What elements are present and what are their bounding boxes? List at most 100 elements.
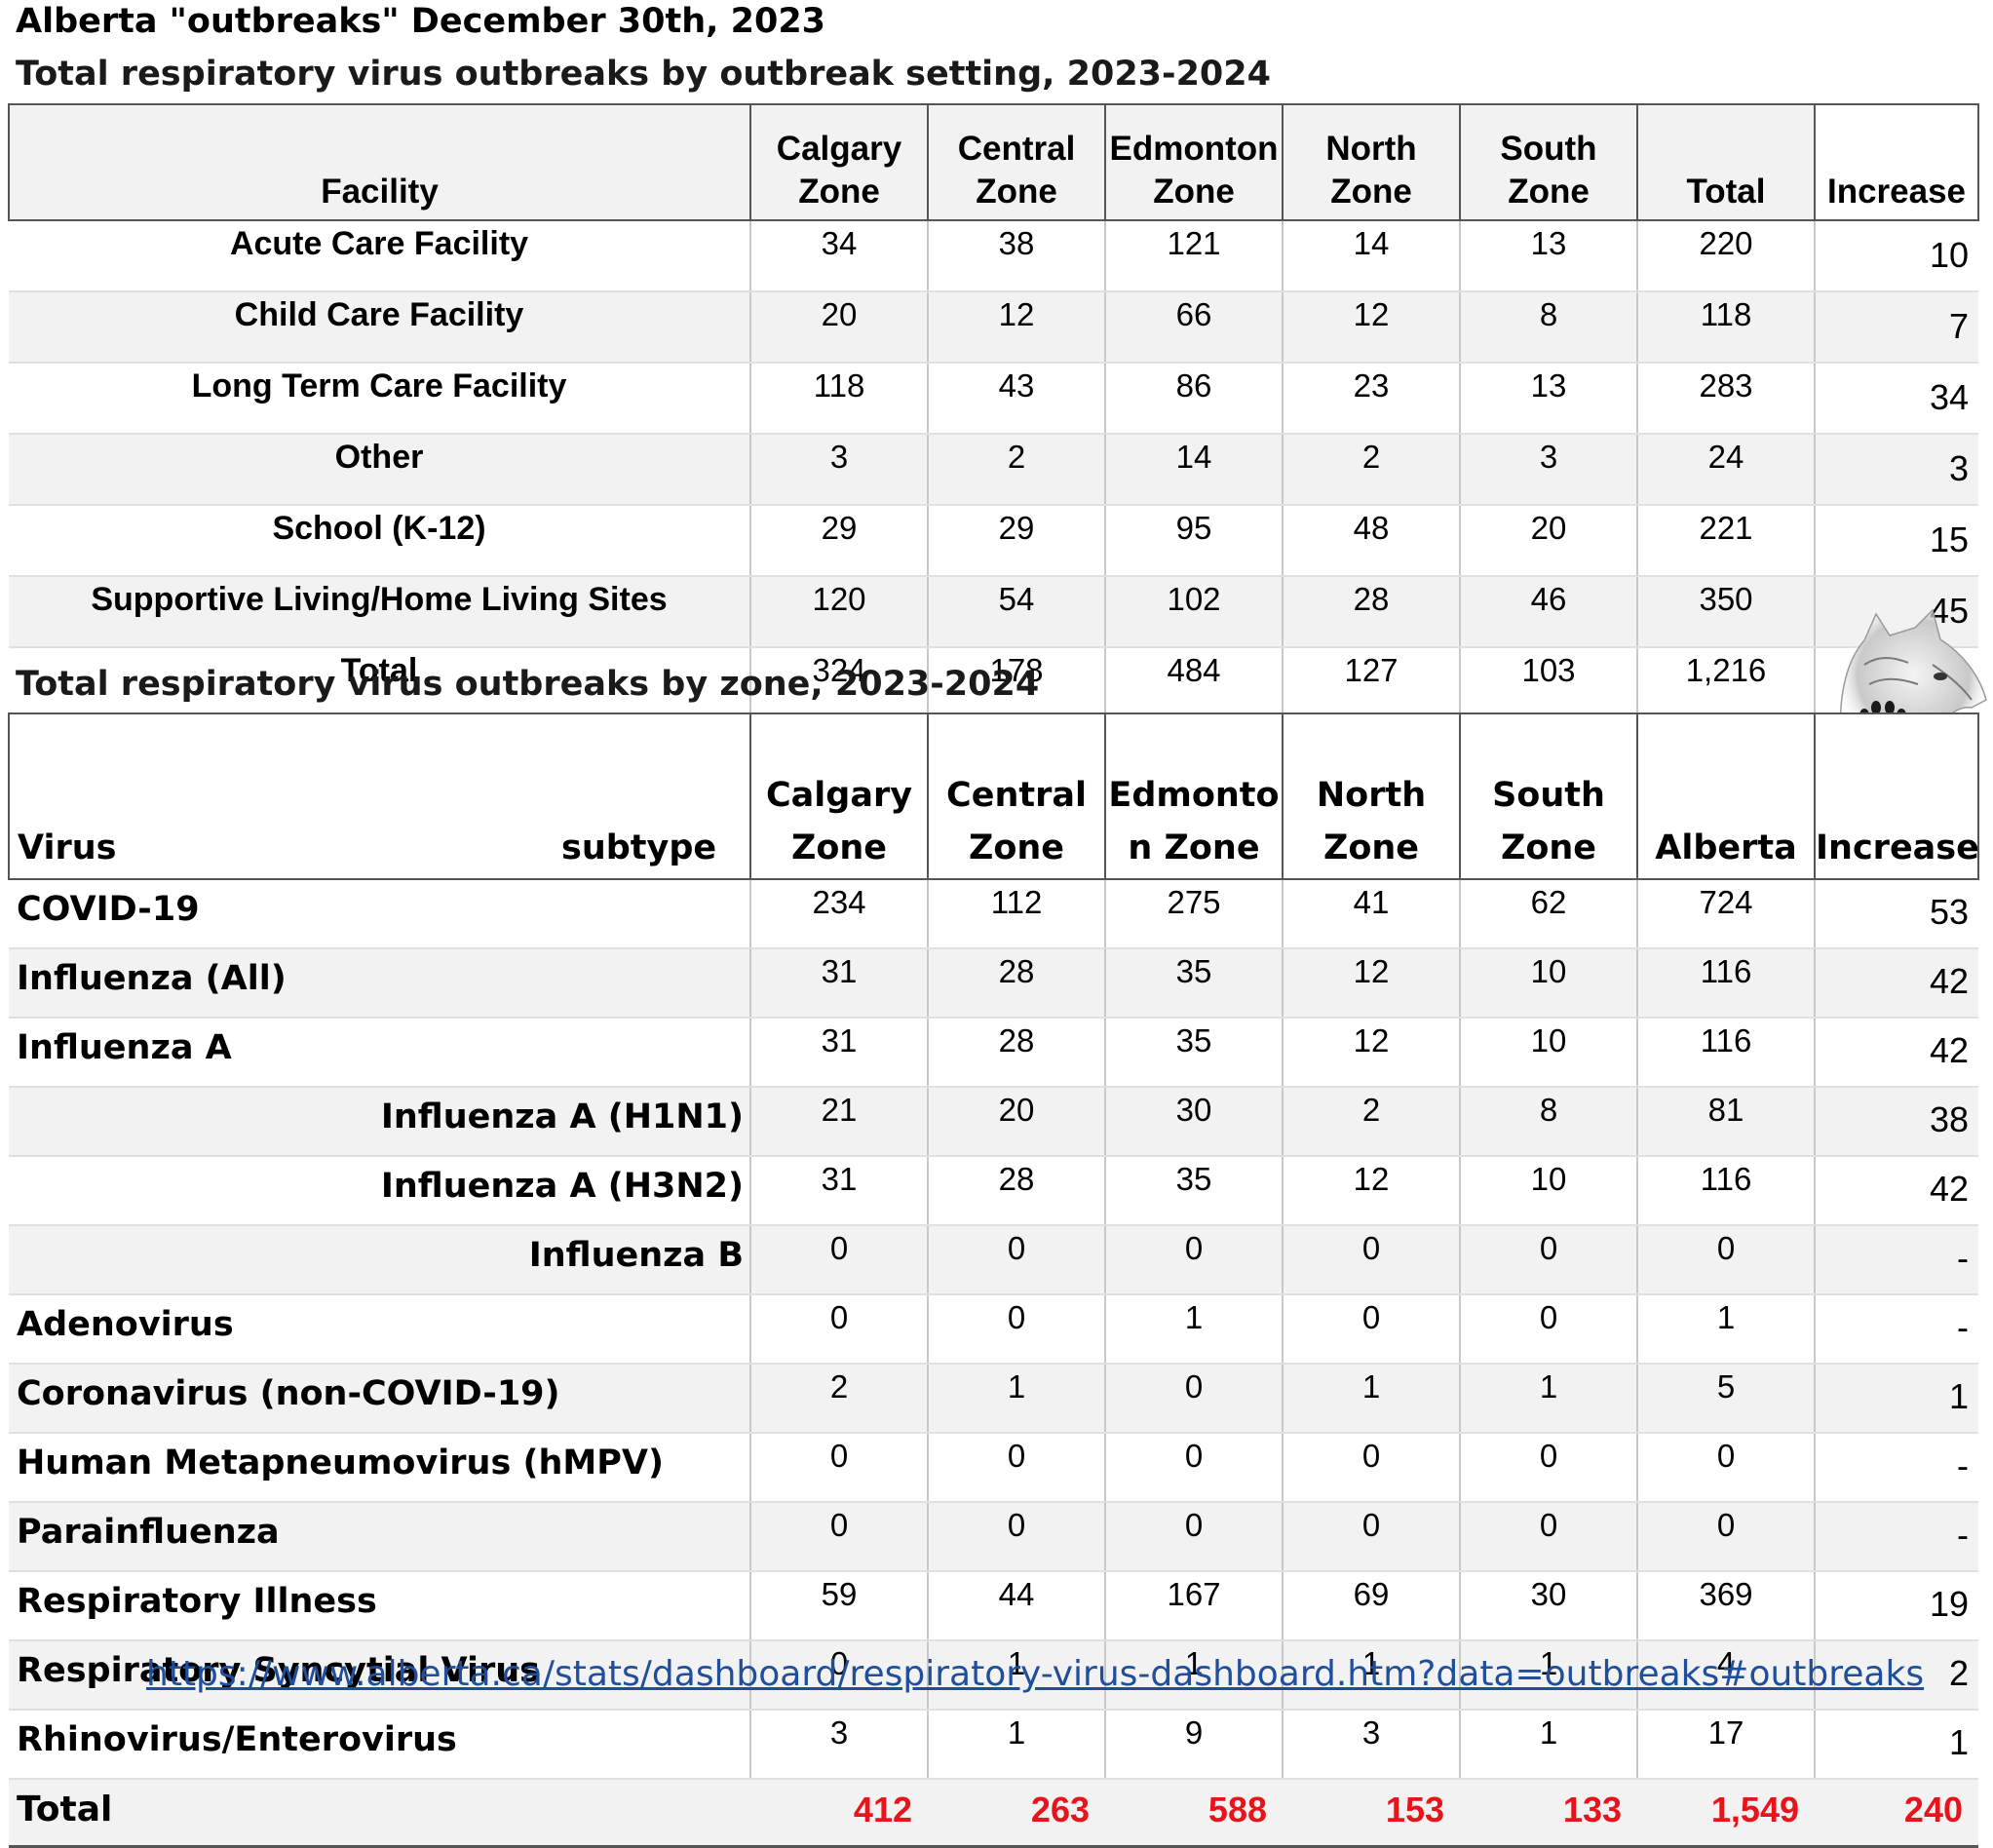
cell-virus: Influenza (All) bbox=[9, 948, 751, 1019]
cell-central: 178 bbox=[928, 647, 1106, 719]
cell-central: 0 bbox=[928, 1294, 1106, 1365]
table-row: Supportive Living/Home Living Sites 120 54… bbox=[9, 576, 1978, 648]
cell-edmonton: 275 bbox=[1105, 879, 1284, 949]
virus-zone-table: Virus subtype Calgary Zone Central Zone Edm… bbox=[8, 712, 1979, 1848]
cell-increase: 1 bbox=[1815, 1710, 1978, 1780]
cell-edmonton: 0 bbox=[1105, 1225, 1284, 1295]
cell-alberta: 369 bbox=[1637, 1571, 1816, 1641]
cell-edmonton: 9 bbox=[1105, 1710, 1284, 1780]
cell-south: 8 bbox=[1460, 291, 1638, 364]
cell-north: 0 bbox=[1283, 1433, 1461, 1503]
header-calgary-zone: Calgary Zone bbox=[749, 103, 929, 221]
table-row: Acute Care Facility 34 38 121 14 13 220 10 bbox=[9, 220, 1978, 292]
cell-central: 54 bbox=[928, 576, 1106, 648]
cell-facility: Other bbox=[9, 434, 751, 506]
cell-virus: Adenovirus bbox=[9, 1294, 751, 1365]
cell-virus: Respiratory Illness bbox=[9, 1571, 751, 1641]
cell-virus: Rhinovirus/Enterovirus bbox=[9, 1710, 751, 1780]
header-north-zone: North Zone bbox=[1282, 712, 1461, 880]
cell-north: 0 bbox=[1283, 1225, 1461, 1295]
cell-total: 24 bbox=[1637, 434, 1816, 506]
table-row: Rhinovirus/Enterovirus 3 1 9 3 1 17 1 bbox=[9, 1710, 1978, 1780]
cell-total: 220 bbox=[1637, 220, 1816, 292]
cell-edmonton: 35 bbox=[1105, 1156, 1284, 1226]
cell-north: 1 bbox=[1283, 1640, 1461, 1711]
cell-alberta: 0 bbox=[1637, 1502, 1816, 1572]
cell-south: 0 bbox=[1460, 1294, 1638, 1365]
cell-edmonton: 35 bbox=[1105, 948, 1284, 1019]
cell-south: 0 bbox=[1460, 1502, 1638, 1572]
cell-south: 103 bbox=[1460, 647, 1638, 719]
cell-facility: Total bbox=[9, 647, 751, 719]
total-cell-edmonton: 588 bbox=[1105, 1779, 1283, 1848]
cell-calgary: 0 bbox=[750, 1294, 929, 1365]
header-virus: Virus subtype bbox=[8, 712, 751, 880]
cell-calgary: 20 bbox=[750, 291, 929, 364]
cell-central: 38 bbox=[928, 220, 1106, 292]
table-row: Other 3 2 14 2 3 24 3 bbox=[9, 434, 1978, 506]
cell-calgary: 31 bbox=[750, 948, 929, 1019]
cell-central: 28 bbox=[928, 1156, 1106, 1226]
cell-alberta: 0 bbox=[1637, 1433, 1816, 1503]
header-subtype: subtype bbox=[561, 828, 717, 867]
header-central-zone: Central Zone bbox=[927, 103, 1106, 221]
cell-calgary: 31 bbox=[750, 1156, 929, 1226]
cell-central: 1 bbox=[928, 1640, 1106, 1711]
cell-alberta: 5 bbox=[1637, 1364, 1816, 1434]
cell-north: 2 bbox=[1283, 434, 1461, 506]
cell-south: 0 bbox=[1460, 1225, 1638, 1295]
cell-alberta: 1 bbox=[1637, 1294, 1816, 1365]
cell-virus: COVID-19 bbox=[9, 879, 751, 949]
cell-increase: - bbox=[1815, 1225, 1978, 1295]
cell-central: 43 bbox=[928, 363, 1106, 435]
cell-facility: School (K-12) bbox=[9, 505, 751, 577]
cell-virus: Influenza A (H3N2) bbox=[9, 1156, 751, 1226]
cell-north: 3 bbox=[1283, 1710, 1461, 1780]
table-row: Respiratory Syncytial Virus 0 1 1 1 1 4 2 bbox=[9, 1640, 1978, 1711]
cell-calgary: 0 bbox=[750, 1225, 929, 1295]
cell-edmonton: 1 bbox=[1105, 1640, 1284, 1711]
table-row: Influenza A 31 28 35 12 10 116 42 bbox=[9, 1018, 1978, 1088]
table2-title: Total respiratory virus outbreaks by zon… bbox=[16, 665, 1040, 704]
cell-north: 12 bbox=[1283, 291, 1461, 364]
table-row: Respiratory Illness 59 44 167 69 30 369 19 bbox=[9, 1571, 1978, 1641]
cell-central: 0 bbox=[928, 1502, 1106, 1572]
cell-total: 221 bbox=[1637, 505, 1816, 577]
cell-central: 112 bbox=[928, 879, 1106, 949]
table-row: Influenza (All) 31 28 35 12 10 116 42 bbox=[9, 948, 1978, 1019]
source-link[interactable]: https://www.alberta.ca/stats/dashboard/r… bbox=[146, 1654, 1925, 1694]
cell-central: 44 bbox=[928, 1571, 1106, 1641]
cell-calgary: 0 bbox=[750, 1502, 929, 1572]
cell-increase: 3 bbox=[1815, 434, 1978, 506]
cell-facility: Long Term Care Facility bbox=[9, 363, 751, 435]
table-row: Long Term Care Facility 118 43 86 23 13 283 34 bbox=[9, 363, 1978, 435]
cell-calgary: 3 bbox=[750, 434, 929, 506]
cell-edmonton: 0 bbox=[1105, 1364, 1284, 1434]
table-row: Adenovirus 0 0 1 0 0 1- bbox=[9, 1294, 1978, 1365]
cell-virus: Influenza A (H1N1) bbox=[9, 1087, 751, 1157]
header-virus-label: Virus bbox=[18, 828, 117, 867]
cell-north: 1 bbox=[1283, 1364, 1461, 1434]
cell-increase: 42 bbox=[1815, 1018, 1978, 1088]
cell-increase: 15 bbox=[1815, 505, 1978, 577]
cell-central: 28 bbox=[928, 948, 1106, 1019]
table-row: Human Metapneumovirus (hMPV) 0 0 0 0 0 0- bbox=[9, 1433, 1978, 1503]
cell-edmonton: 1 bbox=[1105, 1294, 1284, 1365]
cell-calgary: 120 bbox=[750, 576, 929, 648]
cell-south: 1 bbox=[1460, 1710, 1638, 1780]
header-central-zone: Central Zone bbox=[927, 712, 1106, 880]
cell-central: 29 bbox=[928, 505, 1106, 577]
header-increase: Increase bbox=[1814, 103, 1979, 221]
cell-total: 350 bbox=[1637, 576, 1816, 648]
cell-calgary: 0 bbox=[750, 1433, 929, 1503]
cell-increase: 53 bbox=[1815, 879, 1978, 949]
cell-north: 23 bbox=[1283, 363, 1461, 435]
cell-north: 12 bbox=[1283, 1156, 1461, 1226]
cell-virus: Parainfluenza bbox=[9, 1502, 751, 1572]
cell-south: 3 bbox=[1460, 434, 1638, 506]
cell-alberta: 116 bbox=[1637, 948, 1816, 1019]
cell-calgary: 234 bbox=[750, 879, 929, 949]
cell-edmonton: 121 bbox=[1105, 220, 1284, 292]
cell-south: 1 bbox=[1460, 1640, 1638, 1711]
